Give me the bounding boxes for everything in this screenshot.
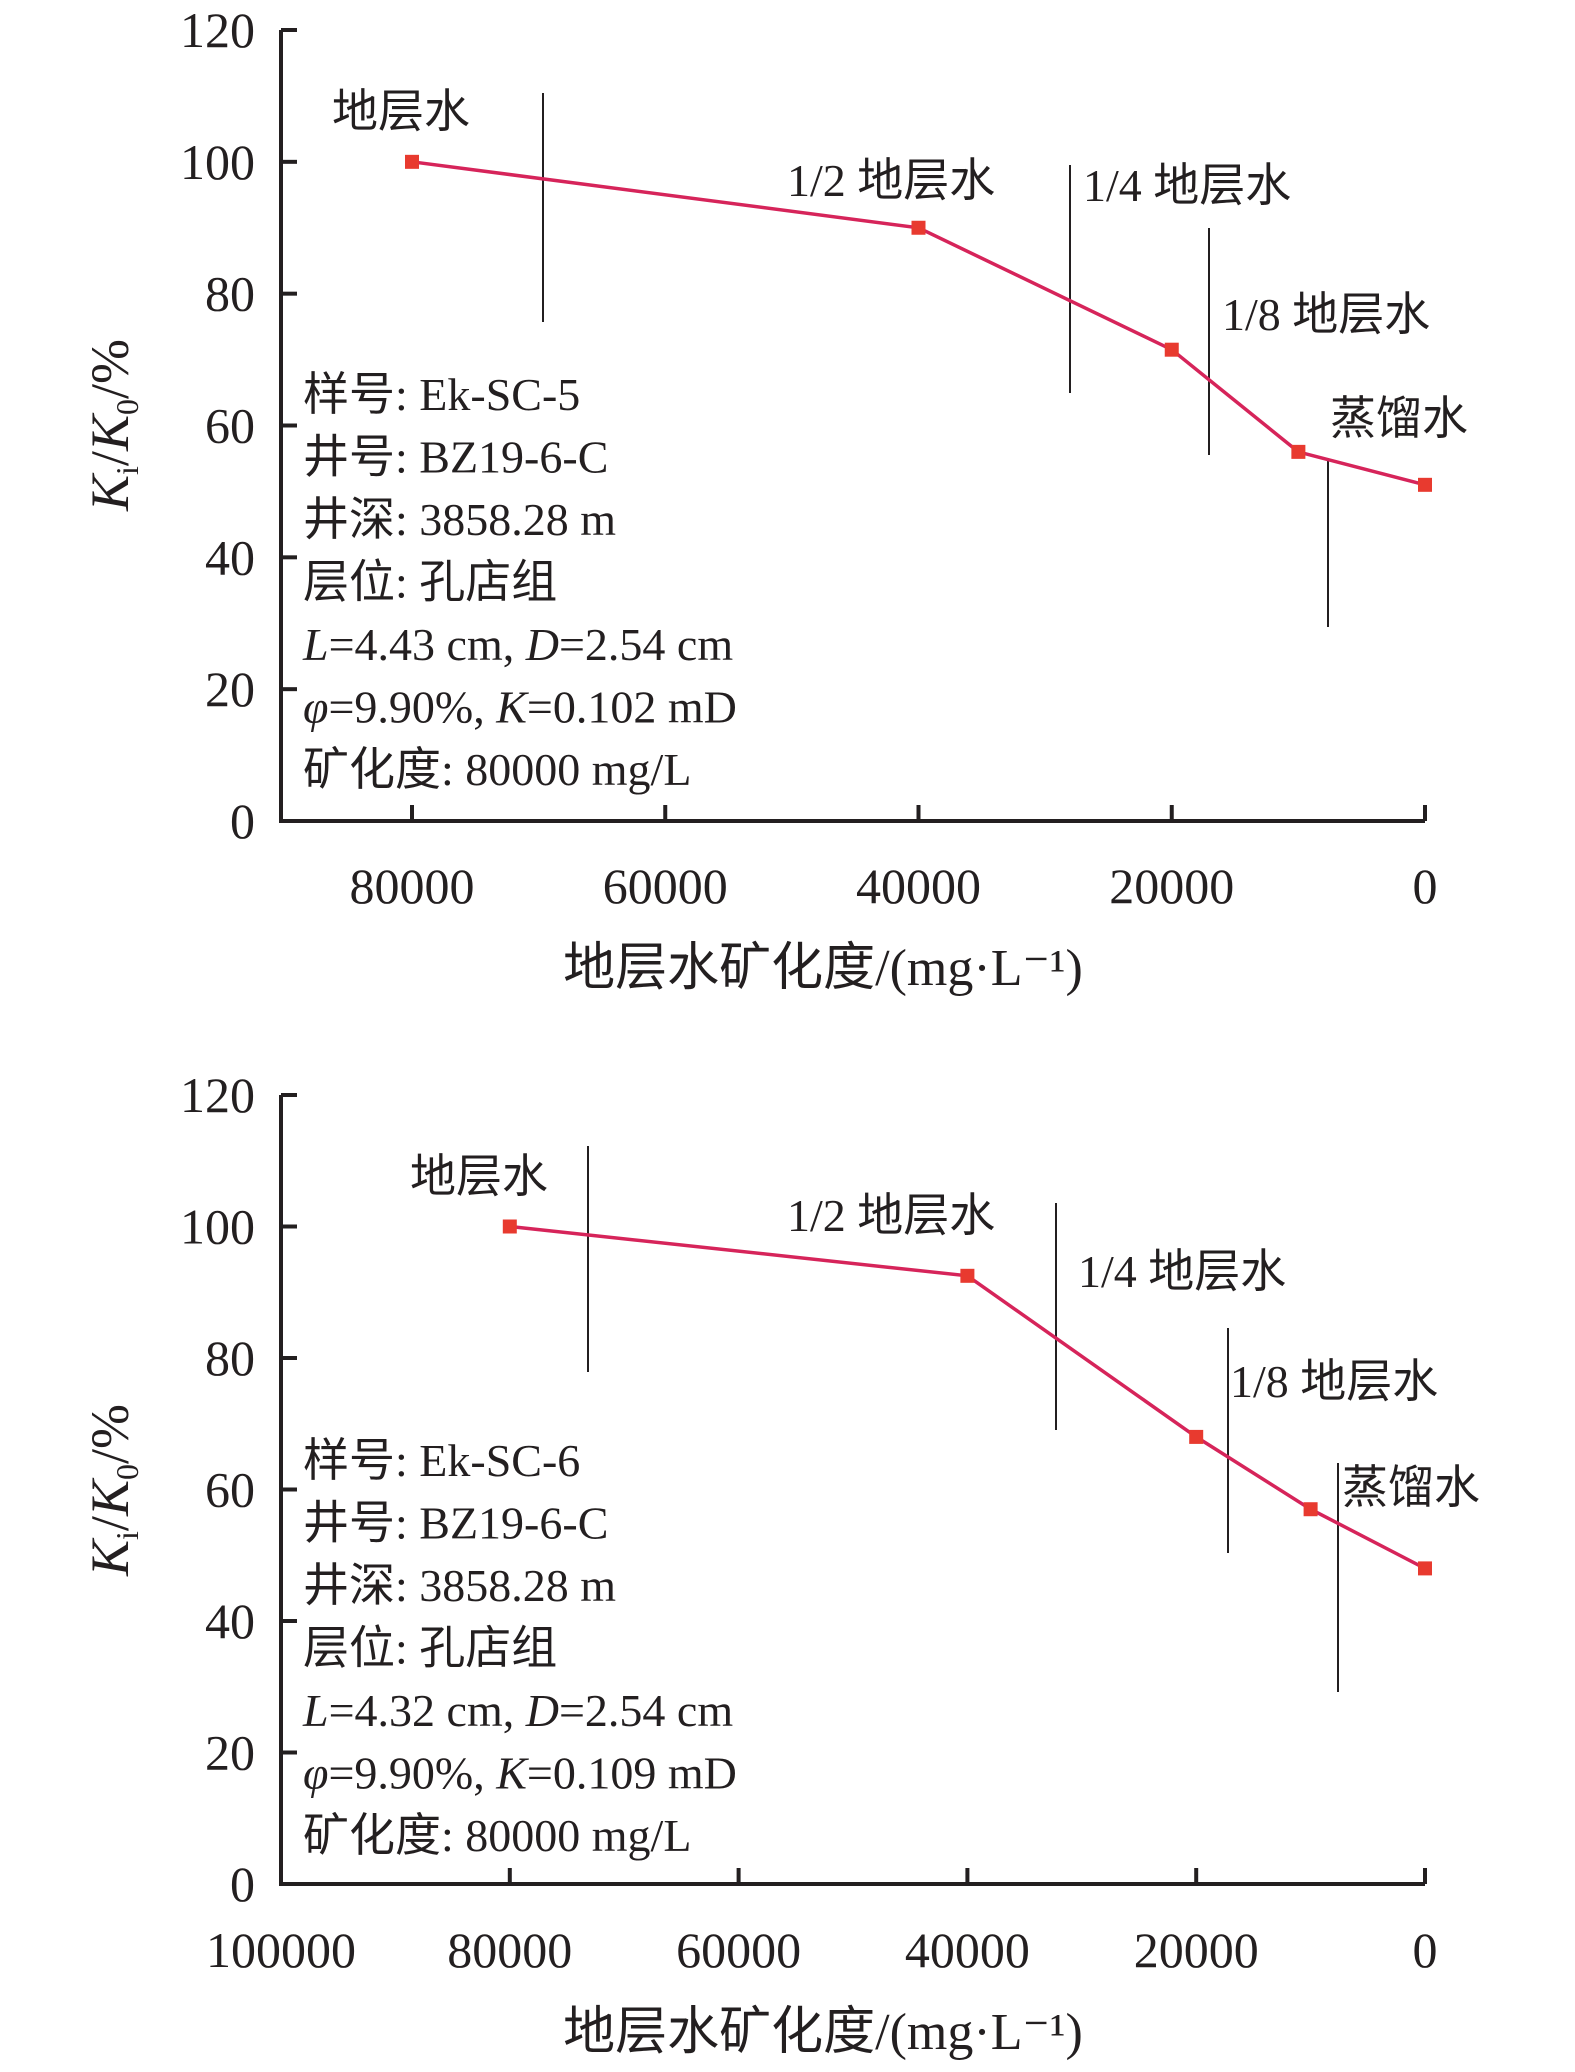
regime-annotation: 1/4 地层水 — [1078, 1246, 1286, 1297]
info-porosity-permeability: φ=9.90%, K=0.109 mD — [303, 1748, 737, 1799]
data-point — [1164, 342, 1179, 357]
info-well: 井号: BZ19-6-C — [303, 432, 608, 483]
y-tick-label: 60 — [205, 398, 255, 454]
x-tick-label: 80000 — [447, 1922, 572, 1978]
data-point — [1291, 444, 1306, 459]
y-tick-label: 40 — [205, 1593, 255, 1649]
y-axis-label: Ki/K0/% — [80, 339, 145, 512]
y-tick-label: 120 — [180, 2, 255, 58]
x-tick-label: 60000 — [676, 1922, 801, 1978]
regime-annotation: 1/8 地层水 — [1222, 289, 1430, 340]
data-point — [502, 1219, 517, 1234]
x-tick-label: 0 — [1413, 1922, 1438, 1978]
info-dims: L=4.32 cm, D=2.54 cm — [302, 1685, 733, 1736]
y-tick-label: 80 — [205, 266, 255, 322]
info-formation: 层位: 孔店组 — [303, 557, 557, 608]
regime-annotation: 蒸馏水 — [1342, 1462, 1480, 1513]
info-porosity-permeability: φ=9.90%, K=0.102 mD — [303, 682, 737, 733]
data-point — [405, 154, 419, 169]
regime-annotation: 1/2 地层水 — [787, 155, 995, 206]
regime-annotation: 地层水 — [332, 86, 470, 137]
chart-panel-2: 0 20 40 60 80 100 120 100000 80000 60000 40000 2000… — [80, 1067, 1480, 2061]
data-point — [1303, 1502, 1318, 1517]
regime-annotation: 蒸馏水 — [1330, 393, 1468, 444]
x-axis-label: 地层水矿化度/(mg·L⁻¹) — [563, 2004, 1083, 2061]
x-axis-label: 地层水矿化度/(mg·L⁻¹) — [563, 940, 1083, 997]
data-point — [960, 1268, 975, 1283]
x-tick-label: 40000 — [905, 1922, 1030, 1978]
y-tick-label: 120 — [180, 1067, 255, 1123]
y-tick-label: 20 — [205, 1725, 255, 1781]
info-sample: 样号: Ek-SC-5 — [303, 369, 580, 420]
info-dims: L=4.43 cm, D=2.54 cm — [302, 619, 733, 670]
x-tick-label: 20000 — [1109, 858, 1234, 914]
regime-annotation: 1/2 地层水 — [787, 1190, 995, 1241]
y-tick-label: 0 — [230, 1856, 255, 1912]
regime-annotation: 1/4 地层水 — [1083, 160, 1291, 211]
x-tick-label: 20000 — [1134, 1922, 1259, 1978]
y-tick-label: 100 — [180, 1199, 255, 1255]
info-depth: 井深: 3858.28 m — [303, 1560, 616, 1611]
y-tick-label: 60 — [205, 1462, 255, 1518]
regime-annotation: 地层水 — [410, 1151, 548, 1202]
y-axis-label: Ki/K0/% — [80, 1404, 145, 1577]
x-tick-label: 80000 — [350, 858, 475, 914]
info-salinity: 矿化度: 80000 mg/L — [303, 744, 691, 795]
regime-annotation: 1/8 地层水 — [1230, 1356, 1438, 1407]
y-tick-label: 100 — [180, 134, 255, 190]
data-point — [911, 220, 926, 235]
info-salinity: 矿化度: 80000 mg/L — [303, 1810, 691, 1861]
y-tick-label: 20 — [205, 661, 255, 717]
y-tick-label: 40 — [205, 529, 255, 585]
info-formation: 层位: 孔店组 — [303, 1623, 557, 1674]
info-depth: 井深: 3858.28 m — [303, 494, 616, 545]
info-well: 井号: BZ19-6-C — [303, 1498, 608, 1549]
data-point — [1418, 477, 1432, 492]
info-sample: 样号: Ek-SC-6 — [303, 1435, 580, 1486]
data-point — [1418, 1561, 1432, 1576]
x-tick-label: 60000 — [603, 858, 728, 914]
y-tick-label: 0 — [230, 793, 255, 849]
data-point — [1189, 1429, 1204, 1444]
x-tick-label: 100000 — [206, 1922, 356, 1978]
x-tick-label: 40000 — [856, 858, 981, 914]
x-tick-label: 0 — [1413, 858, 1438, 914]
y-tick-label: 80 — [205, 1330, 255, 1386]
